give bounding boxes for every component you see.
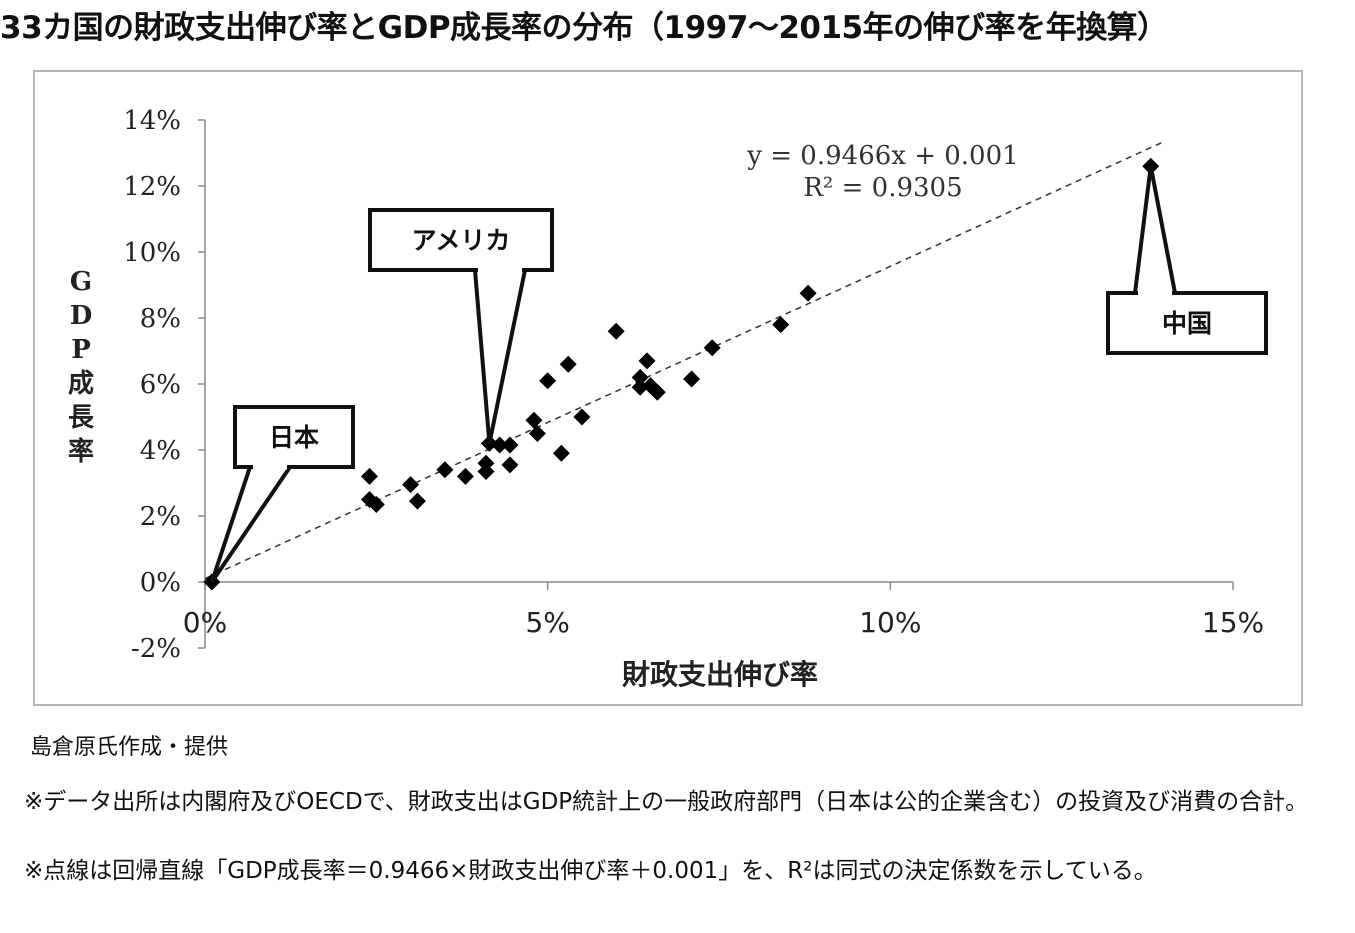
- callout-usa: アメリカ: [368, 208, 554, 444]
- x-tick-label: 15%: [1202, 606, 1264, 639]
- x-tick-label: 0%: [183, 606, 227, 639]
- data-point: [456, 467, 474, 485]
- y-tick-label: 10%: [123, 238, 181, 268]
- data-point: [799, 284, 817, 302]
- callout-japan: 日本: [209, 405, 355, 584]
- y-axis-title-char: G: [70, 267, 92, 297]
- axes: [198, 119, 1234, 649]
- data-point: [528, 425, 546, 442]
- callout-pointer: [209, 465, 294, 584]
- callout-box: [1106, 291, 1268, 355]
- y-tick-label: 12%: [123, 172, 181, 202]
- data-point: [501, 436, 519, 454]
- data-point: [408, 492, 426, 510]
- x-tick-label: 10%: [859, 606, 921, 639]
- data-point: [525, 411, 543, 429]
- data-point: [607, 322, 625, 340]
- data-point: [559, 355, 577, 373]
- x-tick-label: 5%: [525, 606, 569, 639]
- data-points: [203, 157, 1160, 591]
- y-axis-title-char: 長: [68, 403, 95, 433]
- regression-line: [204, 140, 1165, 580]
- y-tick-label: 14%: [123, 106, 181, 136]
- data-point: [477, 462, 495, 480]
- data-point: [631, 378, 649, 396]
- data-point: [772, 316, 790, 334]
- y-tick-label: 2%: [140, 502, 181, 532]
- y-tick-label: 4%: [140, 436, 181, 466]
- y-axis-title-char: P: [71, 335, 91, 365]
- data-point: [552, 444, 570, 462]
- data-point: [402, 476, 420, 494]
- y-tick-label: 8%: [140, 304, 181, 334]
- callout-pointer: [472, 268, 528, 444]
- data-point: [491, 436, 509, 454]
- y-tick-label: 0%: [140, 568, 181, 598]
- data-point: [367, 495, 385, 513]
- callout-label: 日本: [269, 423, 319, 452]
- y-axis-title-char: 成: [68, 369, 94, 399]
- note-data-source: ※データ出所は内閣府及びOECDで、財政支出はGDP統計上の一般政府部門（日本は…: [24, 789, 1309, 815]
- data-point: [501, 456, 519, 474]
- x-axis-title: 財政支出伸び率: [622, 658, 818, 691]
- callout-china: 中国: [1106, 165, 1268, 355]
- chart-title: 33カ国の財政支出伸び率とGDP成長率の分布（1997〜2015年の伸び率を年換…: [0, 10, 1168, 46]
- callout-pointer: [1132, 165, 1178, 295]
- y-axis-title-char: 率: [68, 436, 94, 467]
- note-regression: ※点線は回帰直線「GDP成長率＝0.9466×財政支出伸び率＋0.001」を、R…: [24, 858, 1157, 884]
- data-point: [360, 467, 378, 485]
- callout-box: [368, 208, 554, 272]
- y-tick-label: 6%: [140, 370, 181, 400]
- data-point: [683, 370, 701, 388]
- regression-equation: y = 0.9466x + 0.001: [746, 141, 1018, 171]
- callout-label: アメリカ: [412, 226, 511, 255]
- data-point: [573, 408, 591, 426]
- data-point: [638, 352, 656, 370]
- regression-r2: R² = 0.9305: [803, 173, 962, 203]
- data-point: [436, 461, 454, 479]
- chart-frame: y = 0.9466x + 0.001 R² = 0.9305 日本 アメリカ 中国 …: [33, 70, 1303, 706]
- data-point: [631, 368, 649, 386]
- data-point: [539, 372, 557, 390]
- y-tick-label: -2%: [131, 634, 181, 664]
- callout-box: [233, 405, 355, 469]
- callout-label: 中国: [1162, 309, 1212, 338]
- y-axis-title-char: D: [70, 301, 93, 331]
- axis-labels: -2%0%2%4%6%8%10%12%14%0% 5% 10% 15%財政支出伸び率G…: [68, 106, 1264, 691]
- data-point: [648, 383, 666, 401]
- data-point: [703, 339, 721, 357]
- credit-text: 島倉原氏作成・提供: [30, 735, 229, 760]
